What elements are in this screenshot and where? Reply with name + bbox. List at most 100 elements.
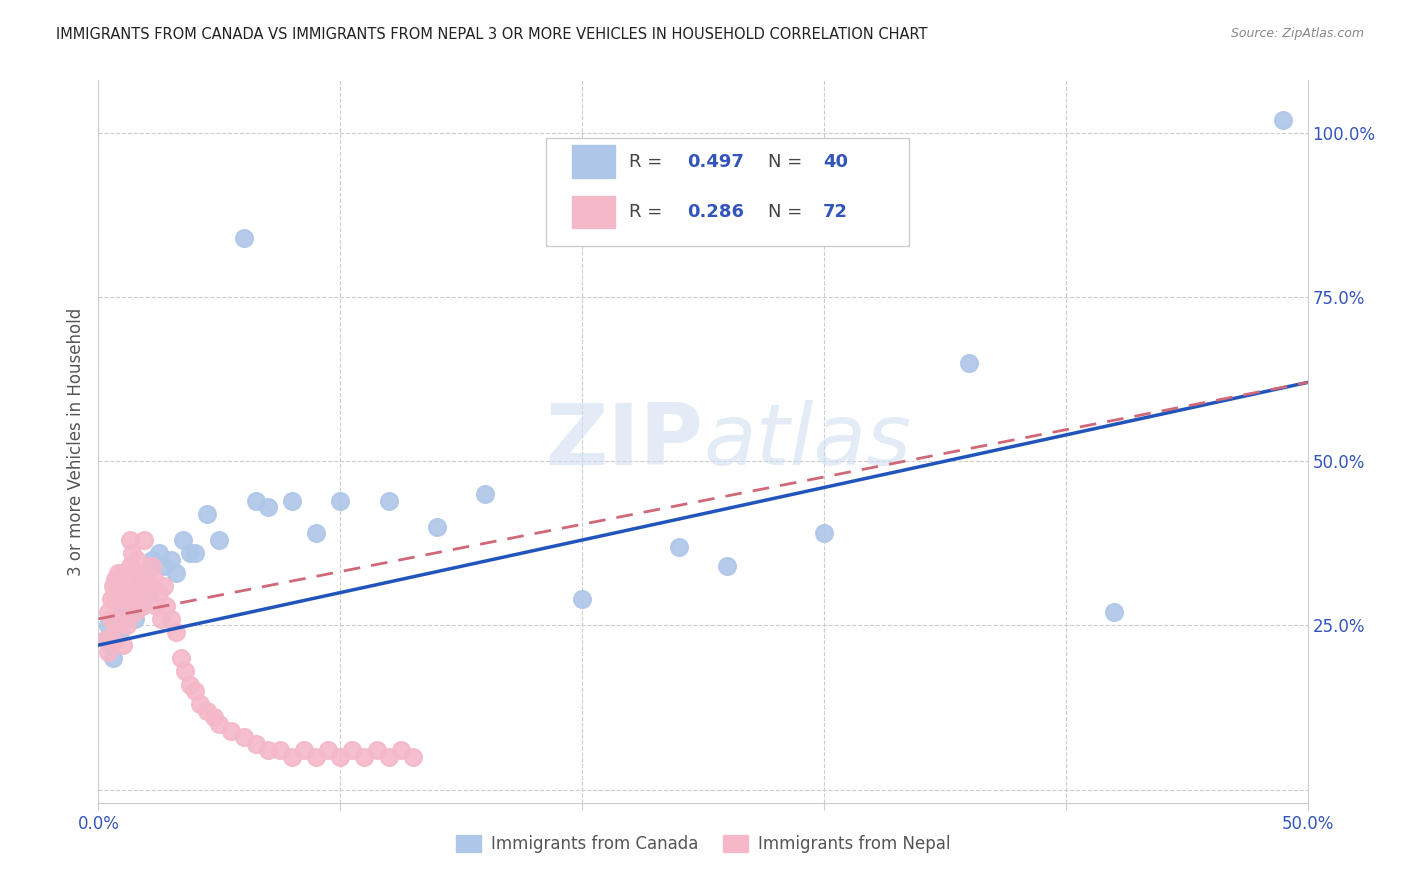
Point [172,533,194,547]
Point [245,737,267,751]
Point [124,605,146,619]
Point [127,592,149,607]
Point [131,566,153,580]
Point [104,592,127,607]
Point [426,520,449,534]
Point [813,526,835,541]
Point [269,743,291,757]
Point [138,585,160,599]
Point [184,684,207,698]
Point [165,625,187,640]
Point [111,599,134,613]
FancyBboxPatch shape [572,145,614,178]
Point [150,612,173,626]
Point [195,507,218,521]
Point [131,599,153,613]
Point [104,618,127,632]
Point [117,605,139,619]
Point [174,665,197,679]
Point [256,500,278,515]
Text: R =: R = [630,153,668,170]
Point [245,493,267,508]
Point [94,632,117,646]
Point [118,533,141,547]
Point [111,612,134,626]
Point [100,632,122,646]
Point [108,579,131,593]
Point [152,579,174,593]
Point [305,526,328,541]
Point [316,743,339,757]
Text: IMMIGRANTS FROM CANADA VS IMMIGRANTS FROM NEPAL 3 OR MORE VEHICLES IN HOUSEHOLD : IMMIGRANTS FROM CANADA VS IMMIGRANTS FRO… [56,27,928,42]
Point [114,573,136,587]
Point [135,585,157,599]
Point [141,559,163,574]
Point [128,579,150,593]
Point [179,677,201,691]
Point [256,743,278,757]
Text: Source: ZipAtlas.com: Source: ZipAtlas.com [1230,27,1364,40]
Point [118,585,141,599]
Point [134,533,156,547]
Point [100,592,122,607]
Text: 40: 40 [823,153,848,170]
Point [94,632,117,646]
Point [329,493,352,508]
Legend: Immigrants from Canada, Immigrants from Nepal: Immigrants from Canada, Immigrants from … [449,828,957,860]
Point [188,698,211,712]
Point [377,493,399,508]
FancyBboxPatch shape [572,196,614,228]
Point [152,559,174,574]
Point [111,566,134,580]
Point [402,749,425,764]
Point [135,573,157,587]
Point [114,599,136,613]
Text: N =: N = [768,203,808,221]
Point [101,612,124,626]
Point [104,632,127,646]
Point [342,743,364,757]
Point [204,710,226,724]
Point [107,618,129,632]
Point [131,599,153,613]
Text: ZIP: ZIP [546,400,703,483]
Point [377,749,399,764]
Point [1272,112,1295,127]
Point [281,749,304,764]
Point [107,585,129,599]
Point [104,573,127,587]
Point [97,618,120,632]
Point [155,599,177,613]
Point [474,487,496,501]
Point [957,356,980,370]
Point [127,553,149,567]
Point [118,585,141,599]
Text: atlas: atlas [703,400,911,483]
Point [128,573,150,587]
Point [169,651,191,665]
FancyBboxPatch shape [546,138,908,246]
Point [208,717,231,731]
Point [124,612,146,626]
Point [1102,605,1125,619]
Point [101,579,124,593]
Point [160,553,183,567]
Point [232,730,254,744]
Point [389,743,412,757]
Point [145,599,167,613]
Point [124,566,146,580]
Point [121,579,143,593]
Point [179,546,201,560]
Point [97,645,120,659]
Point [281,493,304,508]
Point [716,559,738,574]
Text: 72: 72 [823,203,848,221]
Point [184,546,207,560]
Point [117,592,139,607]
Point [208,533,231,547]
Point [101,651,124,665]
Point [107,566,129,580]
Text: N =: N = [768,153,808,170]
Text: R =: R = [630,203,668,221]
Y-axis label: 3 or more Vehicles in Household: 3 or more Vehicles in Household [66,308,84,575]
